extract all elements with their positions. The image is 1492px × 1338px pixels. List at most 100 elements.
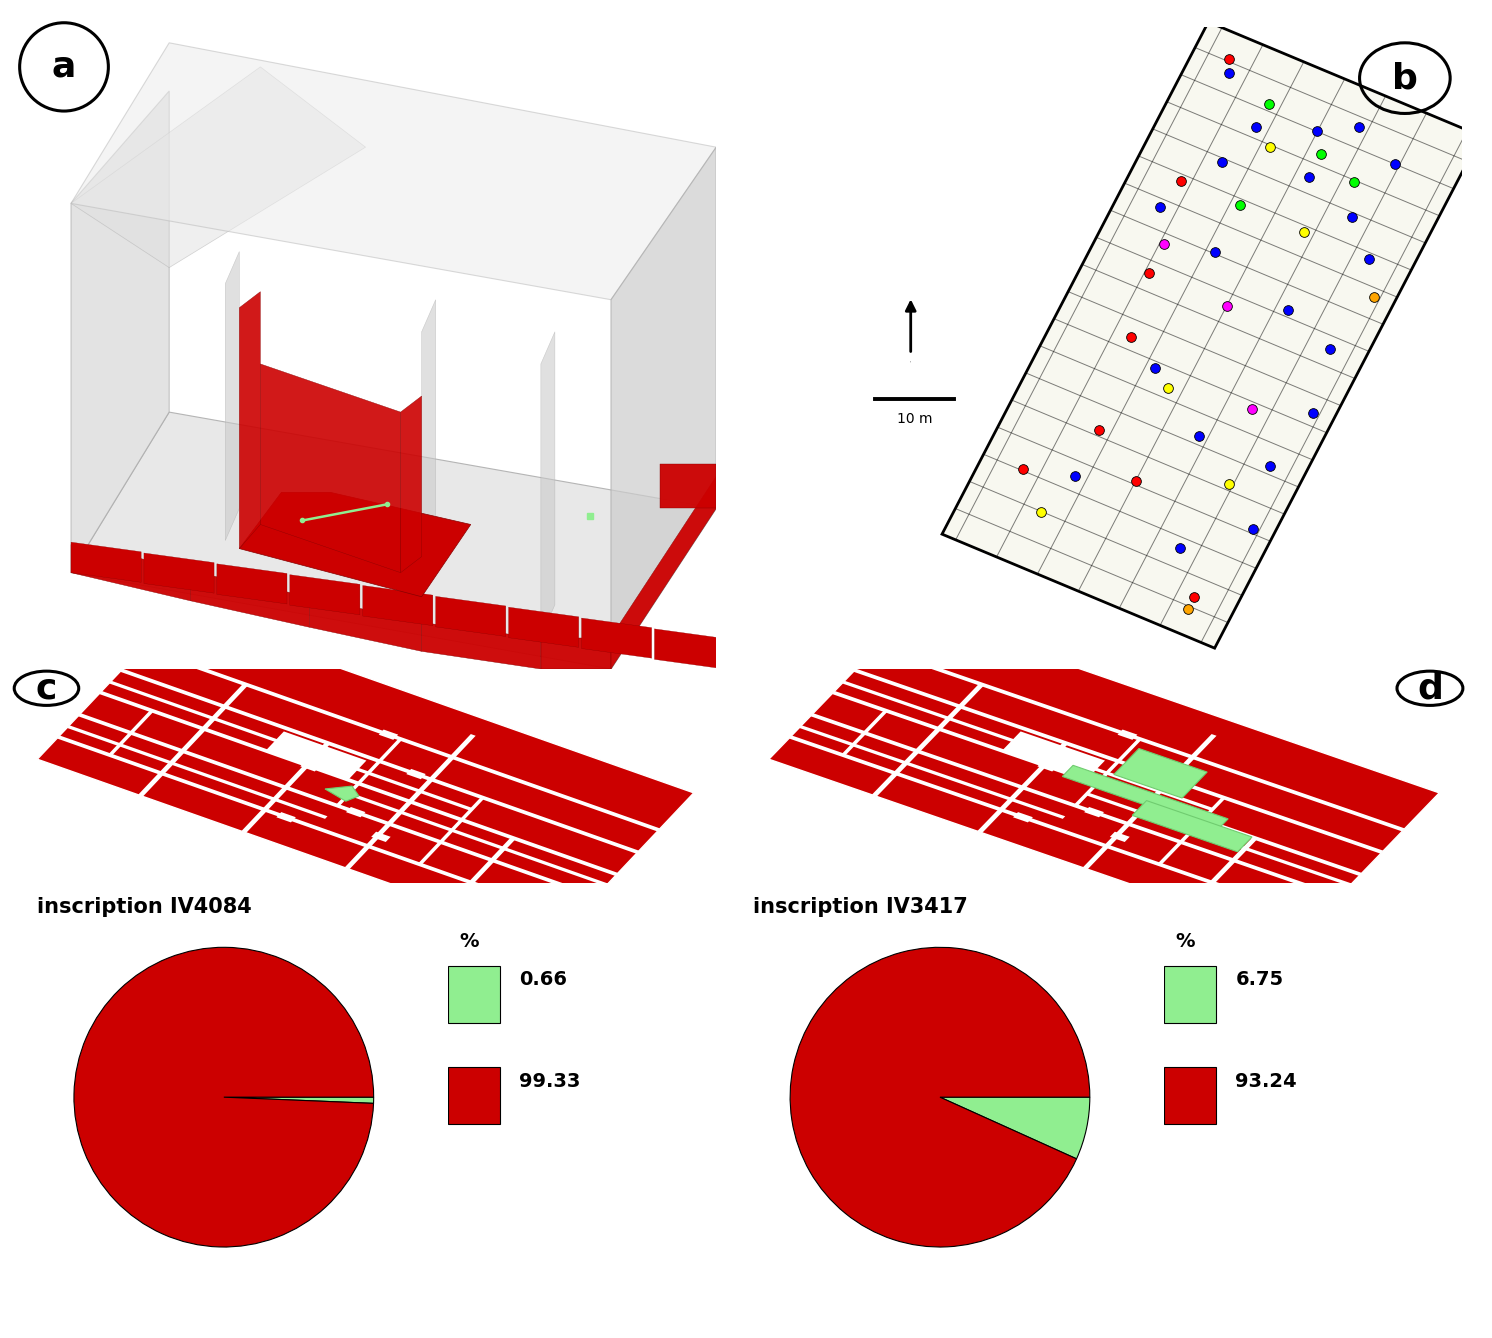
Polygon shape <box>225 252 239 541</box>
Text: %: % <box>1176 931 1195 951</box>
Polygon shape <box>1003 732 1106 780</box>
Wedge shape <box>224 1097 373 1104</box>
FancyBboxPatch shape <box>448 966 500 1024</box>
Polygon shape <box>142 646 659 831</box>
Polygon shape <box>1013 812 1032 823</box>
Polygon shape <box>789 736 1319 921</box>
Polygon shape <box>37 611 694 941</box>
Polygon shape <box>1146 769 1165 779</box>
Polygon shape <box>841 681 1213 811</box>
Polygon shape <box>261 364 401 573</box>
Polygon shape <box>418 797 485 864</box>
FancyBboxPatch shape <box>1164 1066 1216 1124</box>
Text: inscription IV3417: inscription IV3417 <box>753 896 968 917</box>
Polygon shape <box>1110 832 1129 842</box>
Polygon shape <box>977 743 1068 832</box>
Polygon shape <box>1085 807 1104 818</box>
Polygon shape <box>422 622 542 669</box>
Wedge shape <box>940 1097 1089 1159</box>
Polygon shape <box>871 684 985 796</box>
Polygon shape <box>57 736 576 921</box>
Wedge shape <box>75 947 373 1247</box>
Polygon shape <box>401 396 422 573</box>
Polygon shape <box>107 710 154 756</box>
Polygon shape <box>436 597 506 637</box>
Polygon shape <box>874 646 1405 831</box>
Polygon shape <box>325 787 360 801</box>
Polygon shape <box>448 838 516 906</box>
Polygon shape <box>72 67 366 268</box>
Polygon shape <box>1118 729 1137 740</box>
Polygon shape <box>582 618 652 658</box>
Polygon shape <box>1086 792 1352 886</box>
Polygon shape <box>346 807 366 818</box>
Polygon shape <box>1083 735 1216 870</box>
Polygon shape <box>109 681 473 811</box>
Polygon shape <box>379 729 398 740</box>
Polygon shape <box>72 545 191 601</box>
Polygon shape <box>1158 797 1226 864</box>
Polygon shape <box>239 492 471 597</box>
Polygon shape <box>143 553 213 593</box>
Polygon shape <box>422 300 436 597</box>
Polygon shape <box>345 735 476 870</box>
Polygon shape <box>242 743 330 832</box>
Polygon shape <box>266 732 367 780</box>
Polygon shape <box>406 769 425 779</box>
Polygon shape <box>1188 838 1258 906</box>
Polygon shape <box>1037 761 1058 772</box>
FancyBboxPatch shape <box>448 1066 500 1124</box>
Text: b: b <box>1392 62 1417 95</box>
Polygon shape <box>768 611 1440 941</box>
Polygon shape <box>300 761 319 772</box>
Polygon shape <box>98 690 618 876</box>
Polygon shape <box>216 563 286 603</box>
Text: 0.66: 0.66 <box>519 970 567 990</box>
Text: 10 m: 10 m <box>897 412 932 425</box>
Polygon shape <box>542 332 555 637</box>
Polygon shape <box>72 412 716 669</box>
Polygon shape <box>72 542 142 582</box>
Polygon shape <box>72 43 716 300</box>
Polygon shape <box>659 464 716 508</box>
Polygon shape <box>363 586 433 626</box>
Text: 99.33: 99.33 <box>519 1072 580 1090</box>
Text: d: d <box>1417 672 1443 705</box>
Polygon shape <box>67 725 328 819</box>
Wedge shape <box>791 947 1089 1247</box>
Text: a: a <box>52 50 76 84</box>
Polygon shape <box>800 725 1065 819</box>
Polygon shape <box>841 710 888 756</box>
Polygon shape <box>289 575 360 615</box>
Polygon shape <box>119 669 639 854</box>
Polygon shape <box>239 292 261 549</box>
Polygon shape <box>1062 765 1228 830</box>
Text: 6.75: 6.75 <box>1235 970 1283 990</box>
Polygon shape <box>191 571 309 628</box>
Polygon shape <box>372 832 391 842</box>
Polygon shape <box>509 607 579 648</box>
Polygon shape <box>655 629 725 669</box>
Polygon shape <box>72 91 169 573</box>
Text: inscription IV4084: inscription IV4084 <box>37 896 252 917</box>
Text: %: % <box>460 931 479 951</box>
Text: c: c <box>36 672 57 705</box>
Polygon shape <box>853 669 1383 854</box>
Text: 93.24: 93.24 <box>1235 1072 1297 1090</box>
Polygon shape <box>542 638 612 669</box>
Polygon shape <box>139 684 248 796</box>
Polygon shape <box>1115 748 1207 797</box>
Polygon shape <box>612 476 716 669</box>
Polygon shape <box>276 812 295 823</box>
Polygon shape <box>78 713 597 898</box>
FancyBboxPatch shape <box>1164 966 1216 1024</box>
Polygon shape <box>309 598 422 652</box>
Polygon shape <box>833 690 1362 876</box>
Polygon shape <box>941 21 1482 648</box>
Polygon shape <box>810 713 1340 898</box>
Polygon shape <box>1132 800 1252 852</box>
Polygon shape <box>612 147 716 669</box>
Polygon shape <box>348 792 609 886</box>
Polygon shape <box>1074 739 1141 807</box>
Polygon shape <box>336 739 403 807</box>
